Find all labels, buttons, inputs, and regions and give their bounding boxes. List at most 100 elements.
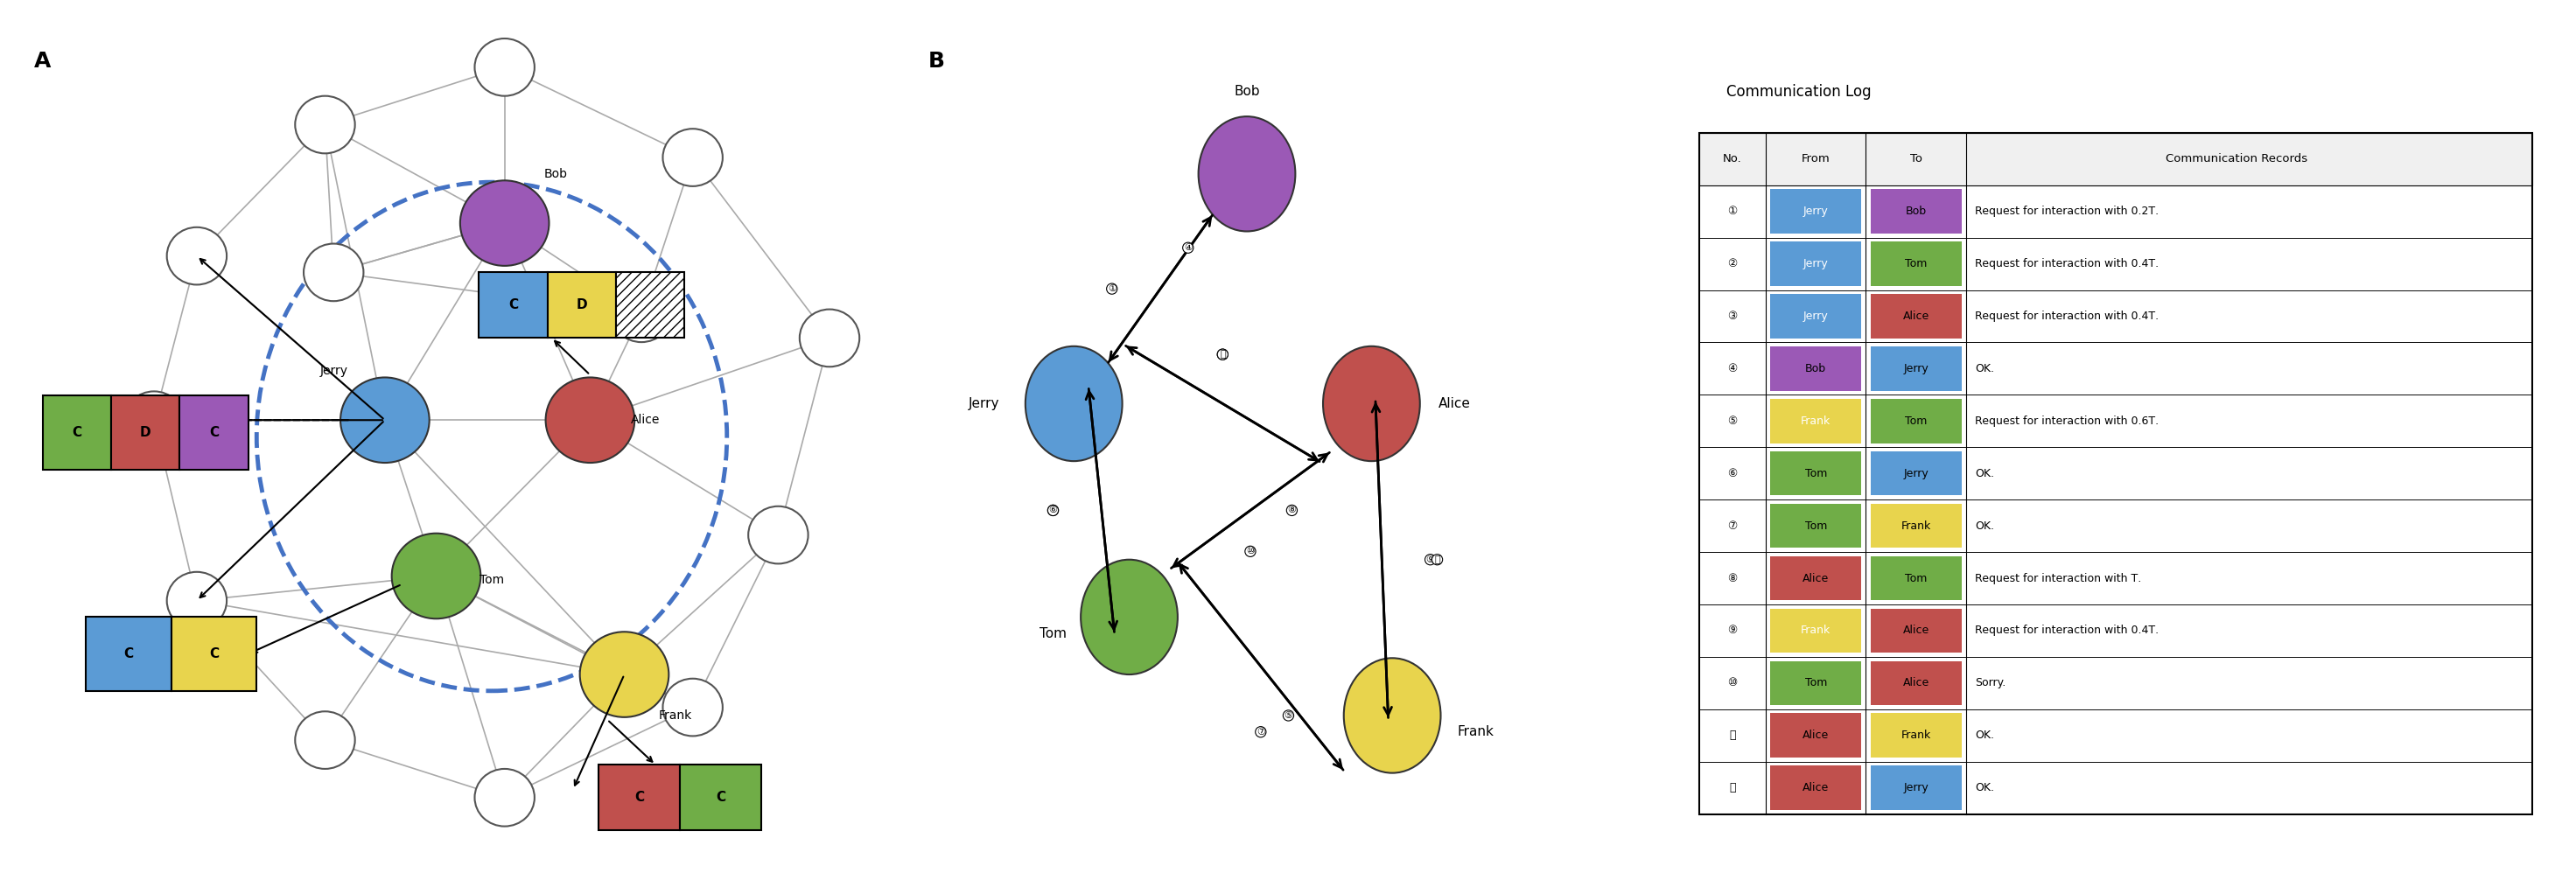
- Text: Jerry: Jerry: [1803, 206, 1829, 217]
- Text: ⑧: ⑧: [1728, 573, 1736, 584]
- Text: To: To: [1909, 154, 1922, 165]
- Text: Jerry: Jerry: [1904, 468, 1929, 479]
- Text: Alice: Alice: [631, 414, 659, 426]
- Text: ⑫: ⑫: [1221, 350, 1226, 359]
- Text: Alice: Alice: [1803, 730, 1829, 741]
- Bar: [1870, 556, 1960, 601]
- Text: Tom: Tom: [1806, 468, 1826, 479]
- Text: D: D: [139, 426, 152, 439]
- Text: Alice: Alice: [1904, 311, 1929, 322]
- Bar: [1700, 290, 2532, 342]
- Bar: [1870, 399, 1960, 443]
- Text: ⑪: ⑪: [1435, 555, 1440, 564]
- Text: Tom: Tom: [1904, 416, 1927, 427]
- Bar: [1700, 656, 2532, 709]
- Text: Bob: Bob: [1806, 363, 1826, 375]
- Text: Tom: Tom: [1806, 520, 1826, 532]
- Bar: [1870, 608, 1960, 653]
- FancyBboxPatch shape: [85, 617, 170, 691]
- Text: Jerry: Jerry: [969, 397, 999, 410]
- Text: Frank: Frank: [1801, 416, 1832, 427]
- Circle shape: [546, 377, 634, 463]
- Bar: [1770, 347, 1862, 391]
- Bar: [1870, 504, 1960, 548]
- Circle shape: [474, 769, 536, 826]
- Text: Alice: Alice: [1904, 677, 1929, 689]
- Circle shape: [662, 678, 724, 736]
- Text: C: C: [72, 426, 82, 439]
- Text: Alice: Alice: [1904, 625, 1929, 636]
- Text: ⑦: ⑦: [1257, 727, 1265, 736]
- Text: D: D: [577, 299, 587, 312]
- Circle shape: [1198, 116, 1296, 231]
- Circle shape: [474, 38, 536, 96]
- Circle shape: [167, 572, 227, 629]
- Bar: [1770, 242, 1862, 286]
- Text: Alice: Alice: [1437, 397, 1471, 410]
- Bar: [1770, 608, 1862, 653]
- Text: Jerry: Jerry: [319, 365, 348, 377]
- Text: ⑥: ⑥: [1048, 506, 1056, 515]
- Text: ⑨: ⑨: [1427, 555, 1435, 564]
- Bar: [1870, 766, 1960, 810]
- Text: C: C: [124, 648, 134, 661]
- Text: C: C: [507, 299, 518, 312]
- Bar: [1770, 504, 1862, 548]
- Text: Tom: Tom: [1806, 677, 1826, 689]
- Circle shape: [1345, 658, 1440, 773]
- Text: ⑩: ⑩: [1247, 547, 1255, 556]
- Text: Bob: Bob: [1906, 206, 1927, 217]
- Bar: [1700, 133, 2532, 185]
- Text: ①: ①: [1728, 206, 1736, 217]
- Text: ③: ③: [1218, 350, 1226, 359]
- Bar: [1700, 604, 2532, 656]
- Bar: [1870, 189, 1960, 234]
- Text: Request for interaction with 0.6Τ.: Request for interaction with 0.6Τ.: [1976, 416, 2159, 427]
- Circle shape: [747, 506, 809, 564]
- Text: Request for interaction with 0.4Τ.: Request for interaction with 0.4Τ.: [1976, 311, 2159, 322]
- Text: ⑫: ⑫: [1728, 782, 1736, 794]
- FancyBboxPatch shape: [170, 617, 258, 691]
- Circle shape: [662, 128, 724, 186]
- Text: ①: ①: [1108, 285, 1115, 293]
- Text: Frank: Frank: [1901, 520, 1932, 532]
- Bar: [1770, 713, 1862, 758]
- Bar: [1700, 342, 2532, 395]
- Text: ⑨: ⑨: [1728, 625, 1736, 636]
- Text: Tom: Tom: [479, 574, 505, 587]
- Text: ⑦: ⑦: [1728, 520, 1736, 532]
- Bar: [1870, 661, 1960, 705]
- Bar: [1700, 133, 2532, 814]
- Circle shape: [1324, 347, 1419, 461]
- Bar: [1770, 766, 1862, 810]
- Bar: [1700, 761, 2532, 814]
- FancyBboxPatch shape: [680, 765, 760, 830]
- FancyBboxPatch shape: [616, 272, 685, 338]
- Text: ③: ③: [1728, 311, 1736, 322]
- Bar: [1770, 294, 1862, 339]
- Circle shape: [296, 711, 355, 769]
- Bar: [1870, 451, 1960, 496]
- Text: ④: ④: [1182, 244, 1193, 252]
- Circle shape: [799, 309, 860, 367]
- Text: Jerry: Jerry: [1803, 311, 1829, 322]
- Text: Alice: Alice: [1803, 782, 1829, 794]
- FancyBboxPatch shape: [111, 395, 180, 470]
- FancyBboxPatch shape: [598, 765, 680, 830]
- Text: Bob: Bob: [544, 168, 567, 180]
- Text: No.: No.: [1723, 154, 1741, 165]
- Circle shape: [1025, 347, 1123, 461]
- Circle shape: [611, 285, 672, 342]
- Circle shape: [392, 533, 482, 619]
- Bar: [1700, 237, 2532, 290]
- Text: Tom: Tom: [1904, 258, 1927, 270]
- Text: Request for interaction with 0.2Τ.: Request for interaction with 0.2Τ.: [1976, 206, 2159, 217]
- Bar: [1870, 713, 1960, 758]
- Circle shape: [461, 181, 549, 265]
- Text: Communication Records: Communication Records: [2166, 154, 2308, 165]
- Text: Request for interaction with 0.4Τ.: Request for interaction with 0.4Τ.: [1976, 258, 2159, 270]
- Text: Sorry.: Sorry.: [1976, 677, 2007, 689]
- Bar: [1770, 189, 1862, 234]
- Circle shape: [340, 377, 430, 463]
- Bar: [1700, 185, 2532, 237]
